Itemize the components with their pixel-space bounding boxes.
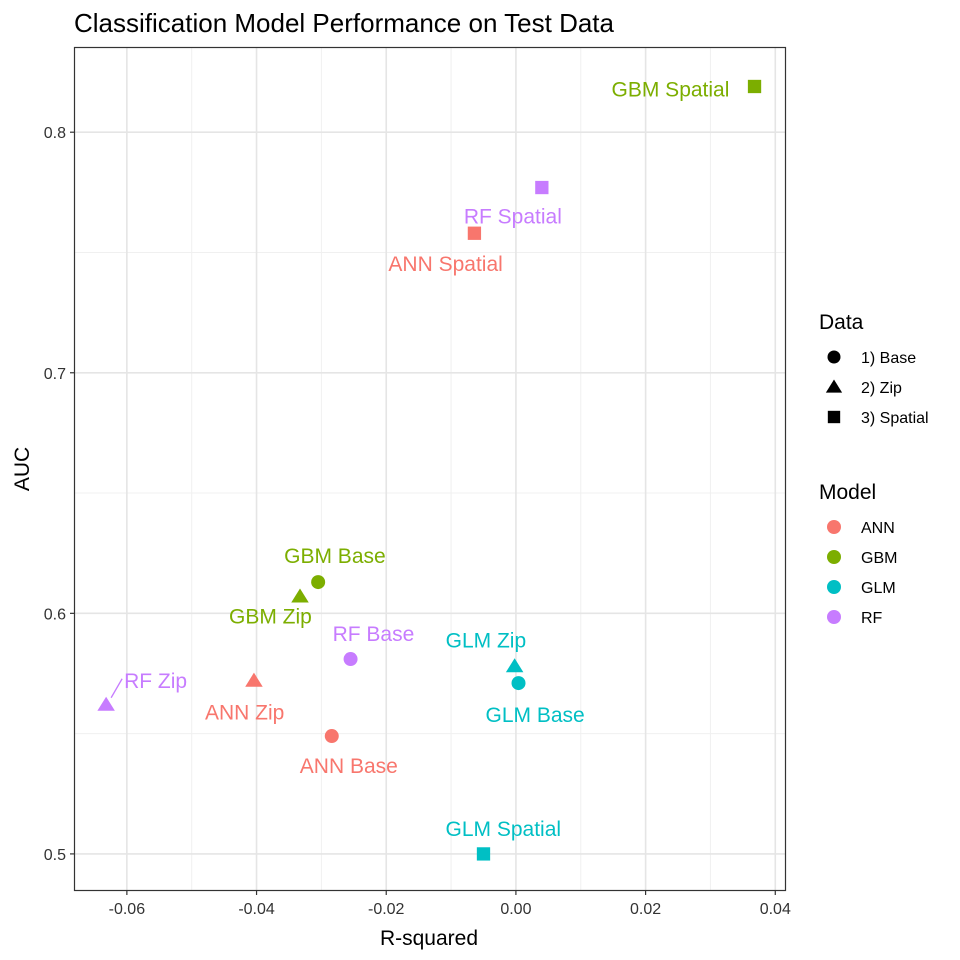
- leader-line-rf-zip: [110, 678, 123, 699]
- point-label-glm-base: GLM Base: [486, 704, 585, 727]
- data-points: [97, 79, 762, 861]
- panel-border: [73, 46, 787, 892]
- point-glm-base: [511, 676, 526, 691]
- grid-minor: [75, 48, 785, 890]
- legend-color-label: RF: [861, 610, 883, 627]
- legend-color-glm-swatch: [827, 580, 841, 594]
- point-label-gbm-base: GBM Base: [284, 545, 386, 568]
- point-label-glm-zip: GLM Zip: [446, 629, 527, 652]
- legend-shape-label: 1) Base: [861, 350, 916, 367]
- legend-color-label: GBM: [861, 550, 897, 567]
- point-rf-zip: [97, 696, 115, 711]
- point-label-glm-spatial: GLM Spatial: [445, 818, 561, 841]
- point-gbm-zip: [291, 588, 309, 603]
- x-tick-label: -0.04: [238, 901, 275, 918]
- point-ann-base: [324, 729, 339, 744]
- point-label-ann-zip: ANN Zip: [205, 702, 284, 725]
- point-rf-base: [343, 652, 358, 667]
- legend-shape-square-icon: [827, 410, 841, 424]
- axis-ticks: -0.06 -0.04 -0.02 0.00 0.02 0.04 0.5 0.6 0.7 0.8: [44, 125, 791, 918]
- grid-major: [75, 48, 785, 890]
- point-gbm-spatial: [747, 79, 762, 94]
- legend-shape-label: 3) Spatial: [861, 410, 929, 427]
- y-axis-title: AUC: [11, 447, 34, 491]
- point-labels: GBM Spatial RF Spatial ANN Spatial GBM Base…: [124, 78, 729, 840]
- legend-color-items: ANN GBM GLM RF: [827, 520, 897, 627]
- x-tick-label: -0.06: [109, 901, 146, 918]
- legend-color-title: Model: [819, 481, 876, 504]
- legend-shape-triangle-icon: [825, 379, 843, 393]
- legend-color-gbm-swatch: [827, 550, 841, 564]
- legend-color-ann-swatch: [827, 520, 841, 534]
- point-label-rf-spatial: RF Spatial: [464, 206, 562, 229]
- point-label-rf-zip: RF Zip: [124, 670, 187, 693]
- point-glm-spatial: [476, 847, 491, 861]
- point-ann-zip: [245, 672, 263, 687]
- legend-color-rf-swatch: [827, 610, 841, 624]
- legend-shape-circle-icon: [827, 350, 841, 364]
- point-label-rf-base: RF Base: [333, 623, 415, 646]
- x-tick-label: 0.02: [630, 901, 661, 918]
- point-label-gbm-spatial: GBM Spatial: [612, 78, 730, 101]
- legend-shape-items: 1) Base 2) Zip 3) Spatial: [825, 350, 929, 427]
- y-tick-label: 0.5: [44, 847, 66, 864]
- y-tick-label: 0.8: [44, 125, 66, 142]
- y-tick-label: 0.6: [44, 606, 66, 623]
- point-rf-spatial: [535, 180, 549, 195]
- x-axis-title: R-squared: [380, 927, 478, 950]
- point-label-ann-base: ANN Base: [300, 755, 398, 778]
- legend: Data 1) Base 2) Zip 3) Spatial Model ANN GB…: [819, 311, 929, 627]
- legend-shape-label: 2) Zip: [861, 380, 902, 397]
- x-tick-label: -0.02: [368, 901, 405, 918]
- legend-color-label: ANN: [861, 520, 895, 537]
- legend-shape-title: Data: [819, 311, 864, 334]
- chart-title: Classification Model Performance on Test…: [74, 8, 615, 38]
- x-tick-label: 0.00: [500, 901, 531, 918]
- x-tick-label: 0.04: [760, 901, 791, 918]
- label-leaders: [110, 678, 123, 699]
- y-tick-label: 0.7: [44, 366, 66, 383]
- legend-color-label: GLM: [861, 580, 896, 597]
- point-gbm-base: [311, 575, 326, 590]
- point-ann-spatial: [467, 226, 482, 240]
- point-label-ann-spatial: ANN Spatial: [388, 253, 502, 276]
- point-glm-zip: [505, 658, 524, 673]
- point-label-gbm-zip: GBM Zip: [229, 606, 312, 629]
